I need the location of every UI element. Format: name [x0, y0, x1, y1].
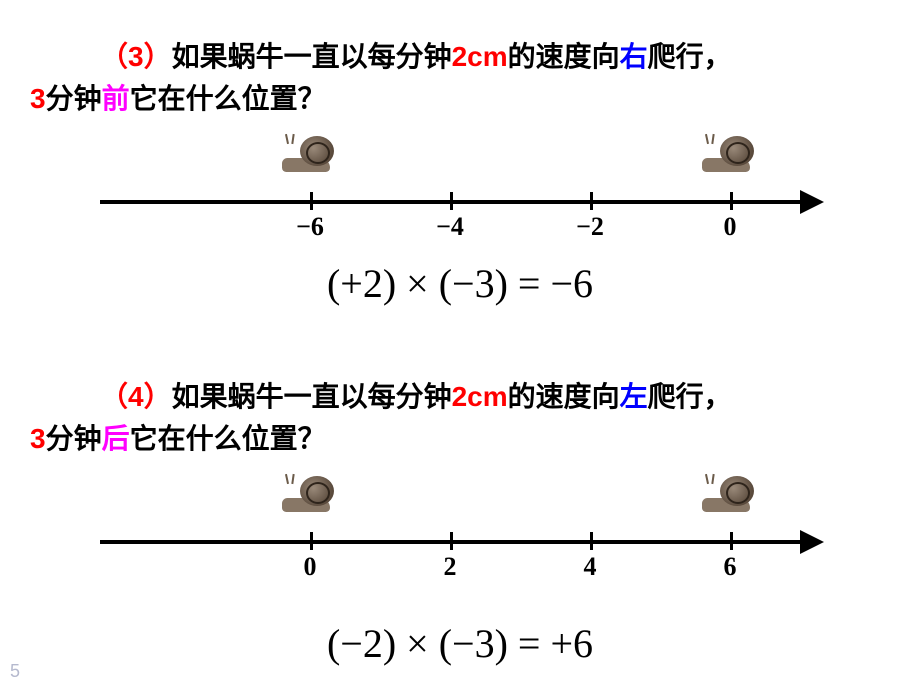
snail-icon — [280, 134, 340, 174]
problem-4-number: （4） — [100, 381, 172, 412]
tick-label: −2 — [576, 212, 604, 242]
equation-1: (+2) × (−3) = −6 — [327, 260, 593, 307]
tick-mark — [730, 532, 733, 550]
time-after: 后 — [102, 423, 130, 454]
tick-mark — [310, 532, 313, 550]
problem-3-line-1: （3）如果蜗牛一直以每分钟2cm的速度向右爬行， — [100, 36, 732, 78]
problem-3-line-2: 3分钟前它在什么位置？ — [30, 78, 326, 120]
tick-mark — [590, 192, 593, 210]
tick-label: 6 — [724, 552, 737, 582]
problem-3-number: （3） — [100, 41, 172, 72]
number-line-arrow — [800, 190, 824, 214]
problem-4-line-2: 3分钟后它在什么位置？ — [30, 418, 326, 460]
number-line-1: −6−4−20 — [100, 170, 850, 230]
tick-mark — [450, 192, 453, 210]
direction-left: 左 — [620, 381, 648, 412]
problem-4-line-1: （4）如果蜗牛一直以每分钟2cm的速度向左爬行， — [100, 376, 732, 418]
snail-icon — [280, 474, 340, 514]
direction-right: 右 — [620, 41, 648, 72]
snail-icon — [700, 134, 760, 174]
page-number: 5 — [10, 661, 20, 682]
tick-mark — [450, 532, 453, 550]
time-before: 前 — [102, 83, 130, 114]
tick-label: 0 — [304, 552, 317, 582]
tick-label: 0 — [724, 212, 737, 242]
tick-label: 4 — [584, 552, 597, 582]
tick-label: 2 — [444, 552, 457, 582]
tick-mark — [730, 192, 733, 210]
equation-2: (−2) × (−3) = +6 — [327, 620, 593, 667]
tick-label: −6 — [296, 212, 324, 242]
number-line-arrow — [800, 530, 824, 554]
tick-mark — [590, 532, 593, 550]
number-line-2: 0246 — [100, 510, 850, 570]
tick-mark — [310, 192, 313, 210]
snail-icon — [700, 474, 760, 514]
tick-label: −4 — [436, 212, 464, 242]
